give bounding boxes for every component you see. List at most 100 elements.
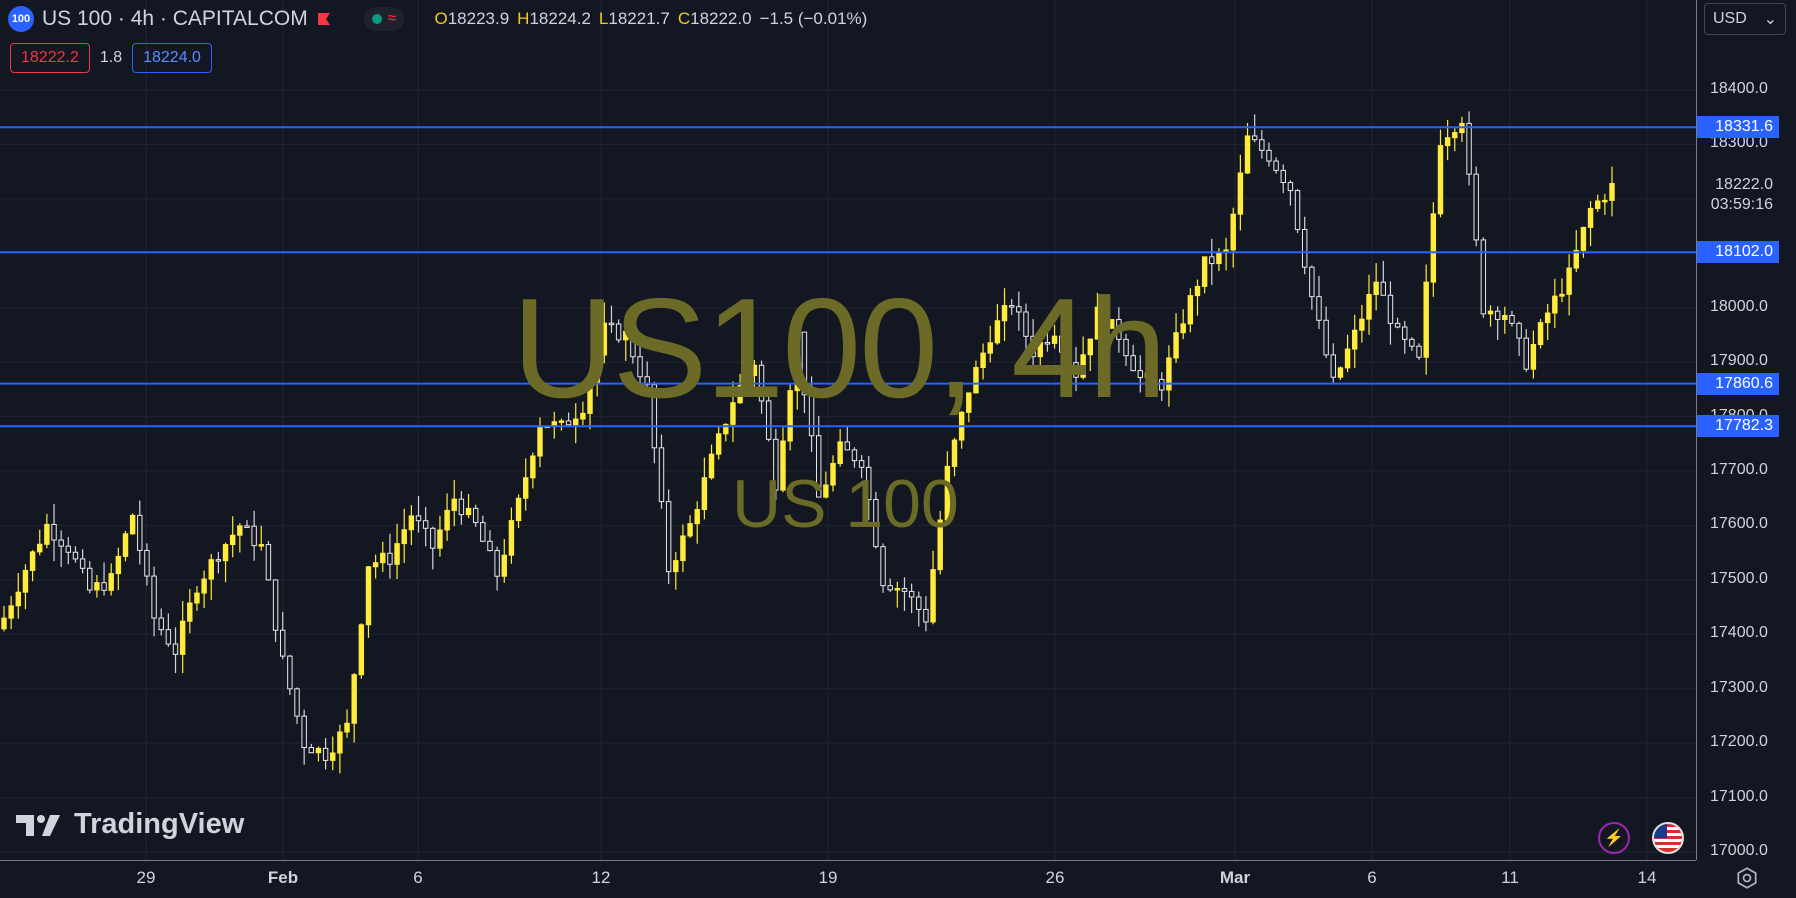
candle-body bbox=[1287, 182, 1294, 192]
candle-body bbox=[1502, 314, 1508, 320]
candle-body bbox=[444, 509, 450, 531]
candle-body bbox=[1537, 322, 1544, 346]
time-tick-label: 11 bbox=[1501, 868, 1519, 887]
candle-body bbox=[1430, 213, 1437, 283]
candle-body bbox=[1044, 342, 1051, 345]
candle-body bbox=[1023, 311, 1029, 337]
candle-body bbox=[866, 466, 872, 500]
price-axis[interactable] bbox=[1696, 0, 1796, 860]
candle-body bbox=[873, 498, 879, 548]
time-tick-label: 14 bbox=[1637, 868, 1657, 887]
candle-body bbox=[272, 579, 279, 631]
candle-body bbox=[1523, 337, 1529, 370]
price-tick-label: 18000.0 bbox=[1710, 297, 1768, 315]
time-tick-label: Mar bbox=[1219, 868, 1251, 887]
gear-icon[interactable] bbox=[1734, 865, 1760, 891]
candle-body bbox=[844, 441, 851, 451]
candle-body bbox=[1344, 348, 1351, 369]
candle-body bbox=[987, 342, 993, 354]
chevron-down-icon: ⌄ bbox=[1763, 11, 1777, 28]
candle-body bbox=[44, 523, 50, 545]
level-price-label[interactable]: 18102.0 bbox=[1697, 241, 1779, 264]
candle-body bbox=[1016, 306, 1022, 313]
candle-body bbox=[966, 392, 972, 413]
level-price-label[interactable]: 17860.6 bbox=[1697, 372, 1779, 395]
change-value: −1.5 (−0.01%) bbox=[759, 9, 868, 28]
candle-body bbox=[1423, 281, 1429, 358]
chart-pane[interactable]: US100, 4h US 100 bbox=[0, 0, 1696, 860]
candle-body bbox=[187, 602, 193, 622]
candle-body bbox=[22, 569, 29, 593]
symbol-logo-icon[interactable]: 100 bbox=[8, 6, 34, 32]
candle-body bbox=[1094, 306, 1101, 340]
candle-body bbox=[229, 534, 236, 546]
candle-body bbox=[801, 331, 808, 396]
candle-body bbox=[1487, 310, 1494, 315]
us-flag-icon[interactable] bbox=[1652, 822, 1684, 854]
candle-body bbox=[723, 423, 729, 435]
buy-price-button[interactable]: 18224.0 bbox=[132, 43, 212, 73]
price-tick-label: 17400.0 bbox=[1710, 624, 1768, 642]
close-value: 18222.0 bbox=[690, 9, 752, 28]
candle-body bbox=[1609, 182, 1615, 201]
candle-body bbox=[1130, 355, 1136, 372]
candle-body bbox=[823, 484, 829, 498]
candle-body bbox=[101, 582, 107, 591]
last-price-value: 18222.0 bbox=[1715, 175, 1773, 193]
candle-body bbox=[330, 752, 336, 761]
candle-body bbox=[1480, 239, 1487, 315]
candle-body bbox=[1116, 319, 1122, 340]
open-label: O bbox=[434, 9, 448, 28]
candle-body bbox=[494, 550, 500, 577]
indicator-toggle[interactable]: ≈ bbox=[363, 7, 405, 31]
candle-body bbox=[1309, 266, 1315, 298]
candle-body bbox=[1394, 322, 1401, 328]
level-price-label[interactable]: 17782.3 bbox=[1697, 415, 1779, 438]
candle-body bbox=[1251, 135, 1258, 141]
candle-body bbox=[280, 629, 286, 657]
candle-body bbox=[1602, 199, 1608, 203]
candle-body bbox=[1473, 173, 1479, 241]
price-tick-label: 17600.0 bbox=[1710, 515, 1768, 533]
candle-body bbox=[887, 585, 893, 591]
candle-body bbox=[1466, 122, 1472, 175]
candle-body bbox=[1201, 256, 1208, 287]
candle-body bbox=[1402, 326, 1408, 340]
sell-price-button[interactable]: 18222.2 bbox=[10, 43, 90, 73]
low-label: L bbox=[598, 9, 609, 28]
symbol-title[interactable]: US 100 · 4h · CAPITALCOM bbox=[42, 7, 308, 30]
candle-body bbox=[701, 477, 708, 511]
time-axis[interactable] bbox=[0, 860, 1696, 898]
candle-body bbox=[1166, 357, 1172, 391]
candle-body bbox=[237, 525, 243, 536]
logo-text: TradingView bbox=[74, 808, 245, 840]
candle-body bbox=[744, 374, 750, 387]
flash-icon[interactable]: ⚡ bbox=[1598, 822, 1630, 854]
candle-body bbox=[1080, 354, 1086, 378]
candle-body bbox=[337, 731, 343, 754]
candle-body bbox=[315, 747, 322, 754]
candle-body bbox=[994, 320, 1001, 344]
candle-body bbox=[923, 608, 929, 623]
currency-select[interactable]: USD ⌄ bbox=[1704, 3, 1786, 35]
tradingview-logo[interactable]: TradingView bbox=[14, 808, 244, 841]
high-value: 18224.2 bbox=[529, 9, 591, 28]
flag-icon[interactable] bbox=[316, 11, 332, 27]
candle-body bbox=[1437, 145, 1444, 215]
candle-body bbox=[1159, 378, 1165, 391]
level-price-label[interactable]: 18331.6 bbox=[1697, 116, 1779, 139]
candle-body bbox=[501, 554, 507, 577]
candle-body bbox=[580, 412, 586, 420]
price-tick-label: 18300.0 bbox=[1710, 134, 1768, 152]
candle-body bbox=[1452, 132, 1458, 139]
candle-body bbox=[165, 629, 172, 645]
candle-body bbox=[851, 449, 858, 462]
candle-body bbox=[401, 529, 407, 545]
candlestick-chart[interactable] bbox=[0, 0, 1696, 860]
candle-body bbox=[87, 567, 93, 591]
candle-body bbox=[1380, 281, 1387, 296]
candle-body bbox=[1444, 137, 1451, 147]
candle-body bbox=[1573, 249, 1579, 269]
price-tick-label: 17000.0 bbox=[1710, 842, 1768, 859]
candle-body bbox=[1566, 267, 1572, 295]
